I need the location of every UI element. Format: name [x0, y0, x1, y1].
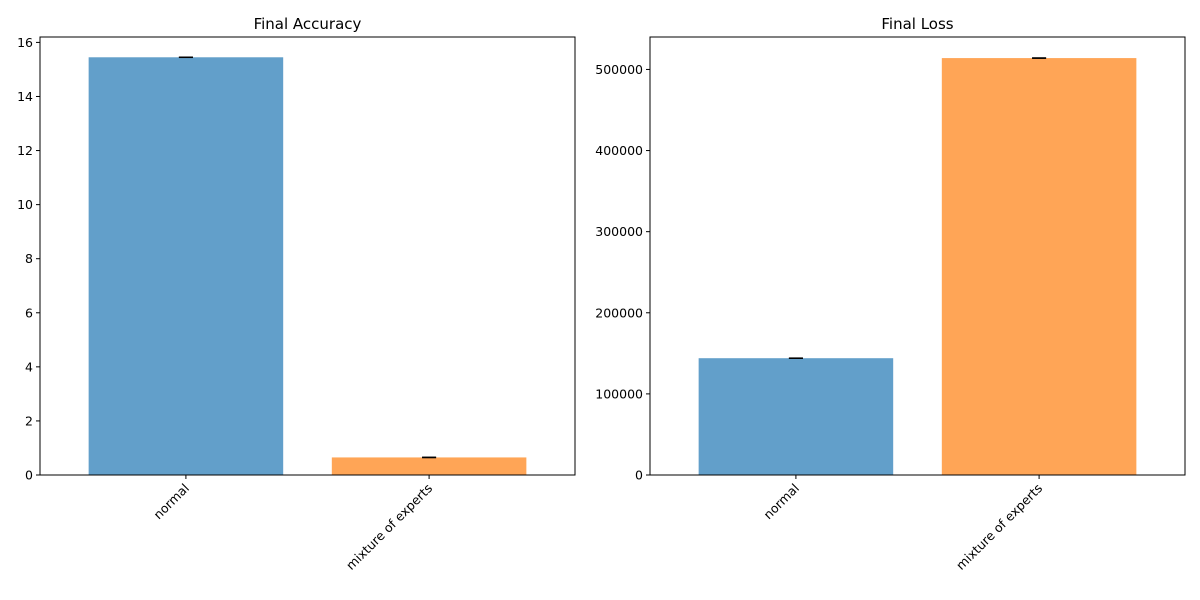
- accuracy-ytick-label: 16: [17, 35, 33, 50]
- accuracy-bar-1: [331, 457, 527, 475]
- loss-ytick-label: 200000: [595, 305, 643, 320]
- accuracy-ytick-label: 14: [17, 89, 33, 104]
- accuracy-ytick-label: 6: [25, 305, 33, 320]
- loss-ytick-label: 100000: [595, 386, 643, 401]
- accuracy-ytick-label: 2: [25, 413, 33, 428]
- loss-ytick-label: 0: [635, 468, 643, 483]
- loss-xtick-label: normal: [760, 481, 802, 523]
- accuracy-ytick-label: 4: [25, 359, 33, 374]
- loss-ytick-label: 400000: [595, 143, 643, 158]
- loss-xtick-label: mixture of experts: [953, 481, 1045, 573]
- accuracy-ytick-label: 12: [17, 143, 33, 158]
- accuracy-ytick-label: 10: [17, 197, 33, 212]
- loss-ytick-label: 300000: [595, 224, 643, 239]
- accuracy-xtick-label: mixture of experts: [343, 481, 435, 573]
- loss-ytick-label: 500000: [595, 62, 643, 77]
- accuracy-bar-0: [88, 57, 284, 475]
- accuracy-chart-title: Final Accuracy: [254, 15, 362, 33]
- loss-chart-title: Final Loss: [881, 15, 953, 33]
- loss-bar-1: [941, 58, 1137, 476]
- accuracy-axes-frame: [39, 36, 576, 476]
- accuracy-ytick-label: 8: [25, 251, 33, 266]
- accuracy-chart-panel: 0 2 4 6 8 10 12 14 16 normal mixture of experts Fin…: [17, 15, 576, 573]
- accuracy-ytick-label: 0: [25, 468, 33, 483]
- loss-bar-0: [698, 358, 894, 475]
- loss-axes-frame: [649, 36, 1186, 476]
- accuracy-xtick-label: normal: [150, 481, 192, 523]
- loss-chart-panel: 0 100000 200000 300000 400000 500000 normal mix…: [595, 15, 1186, 573]
